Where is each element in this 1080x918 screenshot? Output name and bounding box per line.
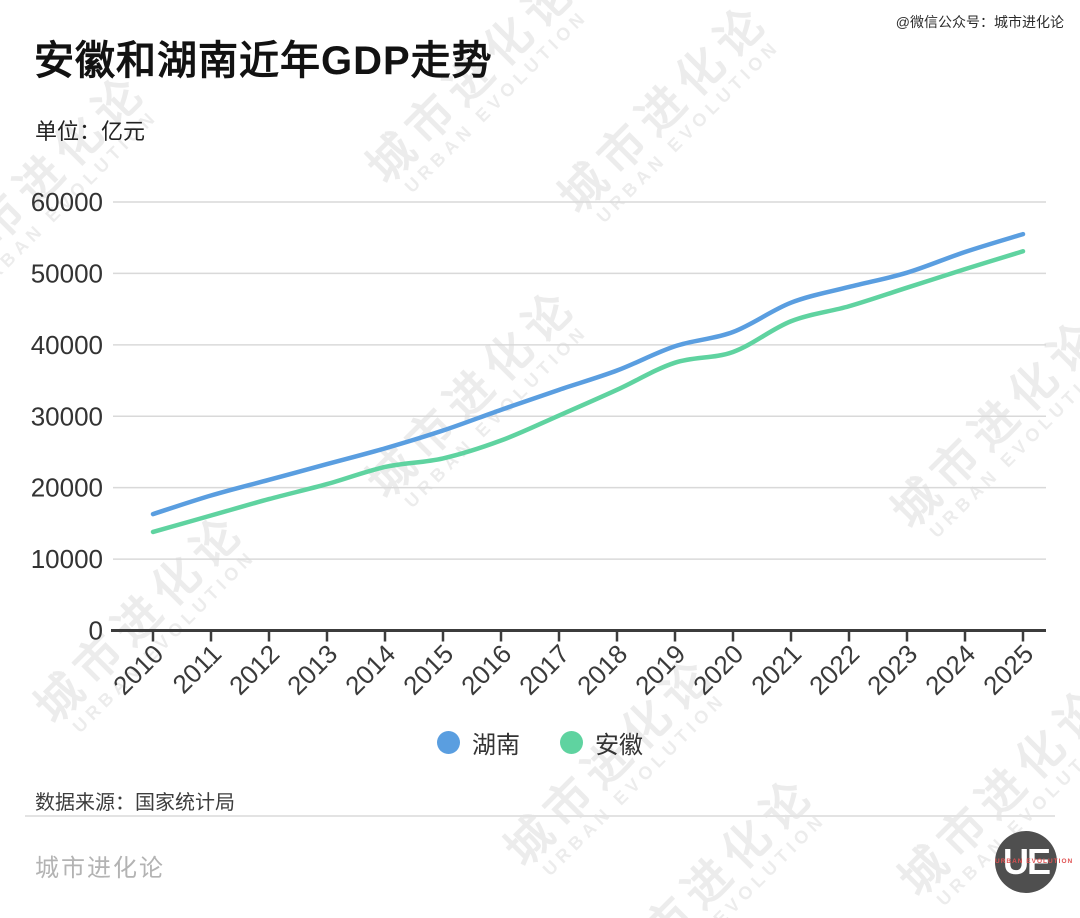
legend-dot-hunan: [437, 731, 460, 754]
y-axis-label-20000: 20000: [31, 473, 103, 503]
x-axis-label-2016: 2016: [455, 639, 517, 701]
x-axis-label-2019: 2019: [629, 639, 691, 701]
brand-name: 城市进化论: [35, 855, 165, 882]
x-axis-label-2020: 2020: [687, 639, 749, 701]
x-axis-label-2012: 2012: [223, 639, 285, 701]
gdp-line-chart: 0100002000030000400005000060000201020112…: [31, 187, 1046, 701]
watermark: 城市进化论 URBAN EVOLUTION: [594, 764, 840, 918]
x-axis-label-2022: 2022: [803, 639, 865, 701]
legend-label-hunan: 湖南: [472, 732, 520, 759]
brand-logo-circle: UE URBAN EVOLUTION: [995, 831, 1074, 893]
data-source: 数据来源：国家统计局: [35, 792, 235, 814]
x-axis-label-2023: 2023: [861, 639, 923, 701]
logo-monogram: UE: [1002, 841, 1051, 882]
x-axis-label-2015: 2015: [397, 639, 459, 701]
y-axis-label-50000: 50000: [31, 258, 103, 288]
y-axis-label-60000: 60000: [31, 187, 103, 217]
series-line-hunan: [150, 231, 1026, 517]
y-axis-label-40000: 40000: [31, 330, 103, 360]
unit-label: 单位：亿元: [35, 119, 146, 144]
legend-label-anhui: 安徽: [595, 732, 643, 759]
series-line-anhui: [150, 249, 1026, 535]
x-axis-label-2021: 2021: [745, 639, 807, 701]
wechat-credit: @微信公众号：城市进化论: [895, 14, 1064, 30]
legend-item-anhui: 安徽: [560, 725, 643, 760]
legend-dot-anhui: [560, 731, 583, 754]
footer-divider: [25, 815, 1055, 817]
x-axis-label-2017: 2017: [513, 639, 575, 701]
y-axis-label-30000: 30000: [31, 401, 103, 431]
logo-subtext: URBAN EVOLUTION: [995, 858, 1074, 865]
watermark-cn-text: 城市进化论: [594, 764, 826, 918]
x-axis-label-2010: 2010: [107, 639, 169, 701]
chart-legend: 湖南 安徽: [0, 725, 1080, 760]
y-axis-label-10000: 10000: [31, 544, 103, 574]
page-title: 安徽和湖南近年GDP走势: [34, 39, 493, 83]
y-axis-label-0: 0: [89, 616, 103, 646]
x-axis-label-2014: 2014: [339, 639, 401, 701]
x-axis-label-2018: 2018: [571, 639, 633, 701]
x-axis-label-2025: 2025: [977, 639, 1039, 701]
x-axis-label-2024: 2024: [919, 639, 981, 701]
x-axis-label-2011: 2011: [166, 639, 227, 700]
x-axis-label-2013: 2013: [281, 639, 343, 701]
watermark-en-text: URBAN EVOLUTION: [639, 809, 830, 918]
legend-item-hunan: 湖南: [437, 725, 520, 760]
